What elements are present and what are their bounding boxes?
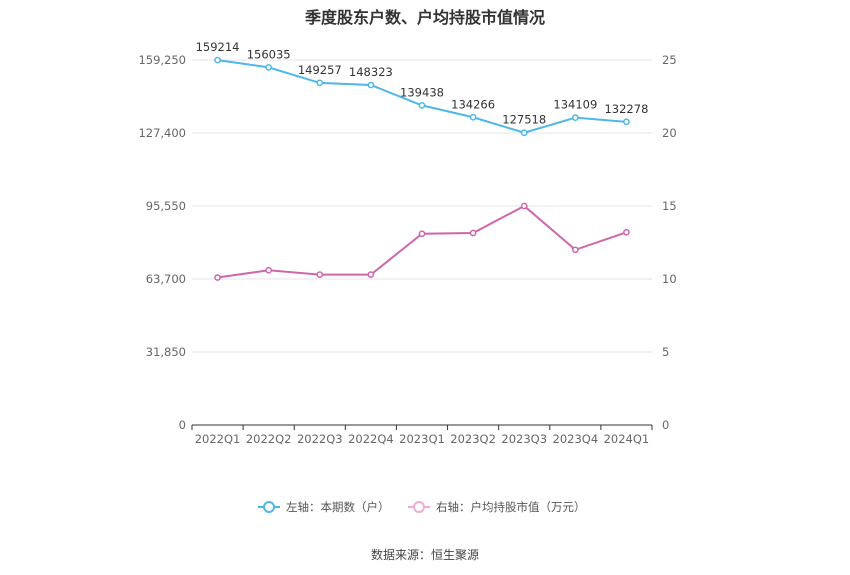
series-2-point — [367, 271, 375, 278]
axes: 0 31,850 63,700 95,550 127,400 159,250 0 5 10 15 2… — [138, 53, 676, 446]
left-tick-label: 63,700 — [146, 272, 186, 286]
right-tick-label: 25 — [662, 53, 677, 67]
x-tick-label: 2022Q4 — [348, 432, 394, 446]
legend-label: 右轴：户均持股市值（万元） — [436, 500, 586, 514]
series-2-point — [418, 230, 426, 238]
source-note: 数据来源：恒生聚源 — [370, 548, 479, 562]
gridlines — [192, 59, 652, 353]
left-tick-label: 95,550 — [146, 199, 186, 213]
data-label: 134109 — [553, 98, 597, 112]
x-tick-label: 2022Q3 — [297, 432, 343, 446]
series-2-point — [623, 228, 630, 236]
series-1-point — [214, 56, 221, 64]
series-1-point — [520, 129, 528, 137]
x-tick-label: 2022Q1 — [195, 432, 241, 446]
series-2-point — [571, 246, 579, 254]
left-tick-label: 159,250 — [138, 53, 186, 67]
legend-marker — [413, 501, 425, 513]
data-label: 148323 — [349, 65, 393, 79]
series-line-2 — [217, 204, 627, 279]
right-tick-label: 0 — [662, 418, 669, 432]
series-1-point — [571, 114, 579, 121]
legend-item-1[interactable]: 左轴：本期数（户） — [258, 500, 390, 514]
series-1-point — [367, 81, 375, 89]
left-tick-label: 0 — [179, 418, 186, 432]
left-tick-label: 127,400 — [138, 126, 186, 140]
right-tick-label: 20 — [662, 126, 677, 140]
data-label: 149257 — [298, 63, 342, 77]
series-1-point — [316, 79, 324, 87]
left-tick-label: 31,850 — [146, 345, 186, 359]
legend-label: 左轴：本期数（户） — [286, 500, 390, 514]
series-2-point — [214, 274, 221, 281]
right-tick-label: 10 — [662, 272, 677, 286]
series-2-point — [520, 202, 528, 210]
series-1-point — [469, 113, 477, 121]
legend-marker — [263, 501, 275, 513]
right-tick-label: 5 — [662, 345, 669, 359]
x-tick-label: 2023Q1 — [399, 432, 445, 446]
series-2-point — [316, 271, 324, 278]
x-tick-label: 2024Q1 — [604, 432, 650, 446]
series-1-point — [623, 118, 630, 126]
x-tick-label: 2022Q2 — [246, 432, 292, 446]
data-label: 132278 — [604, 102, 648, 116]
x-tick-label: 2023Q2 — [450, 432, 496, 446]
series-2-point — [469, 229, 477, 237]
series-2-point — [265, 266, 273, 274]
data-label: 139438 — [400, 85, 444, 99]
right-tick-label: 15 — [662, 199, 677, 213]
series-1-point — [265, 64, 273, 71]
legend[interactable]: 左轴：本期数（户） 右轴：户均持股市值（万元） — [258, 500, 586, 514]
series-1-point — [418, 102, 426, 109]
series-layer: 159214 156035 149257 148323 139438 134266 1275… — [196, 40, 648, 281]
data-label: 127518 — [502, 113, 546, 127]
data-label: 134266 — [451, 97, 495, 111]
legend-item-2[interactable]: 右轴：户均持股市值（万元） — [408, 500, 586, 514]
data-label: 156035 — [247, 47, 291, 61]
x-tick-label: 2023Q4 — [553, 432, 599, 446]
data-label: 159214 — [196, 40, 240, 54]
x-tick-label: 2023Q3 — [501, 432, 547, 446]
chart-title: 季度股东户数、户均持股市值情况 — [304, 8, 545, 27]
